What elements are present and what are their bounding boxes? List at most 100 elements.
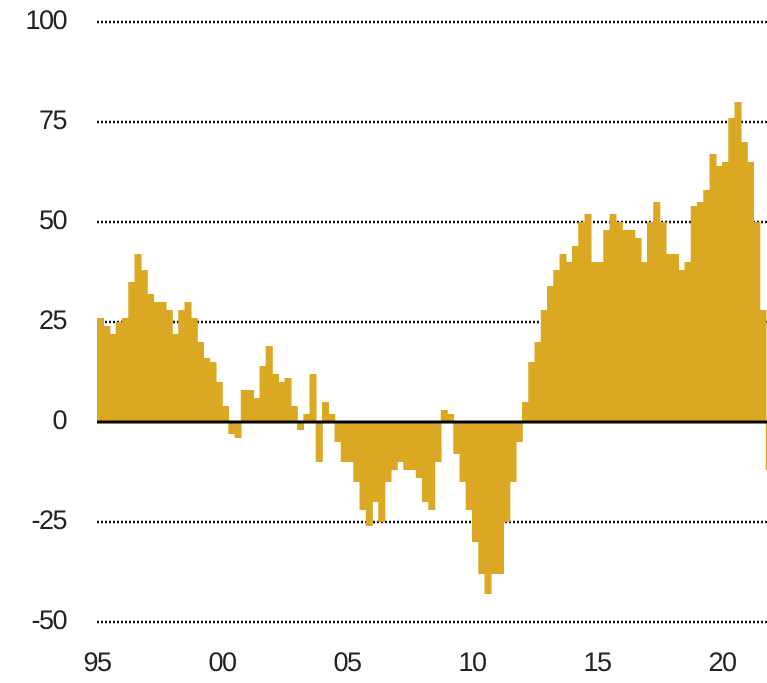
bar bbox=[715, 166, 723, 422]
bar bbox=[415, 422, 423, 478]
bar bbox=[190, 318, 198, 422]
bar bbox=[722, 162, 730, 422]
bar bbox=[109, 334, 117, 422]
bar bbox=[665, 254, 673, 422]
x-tick-label: 05 bbox=[333, 647, 361, 677]
x-tick-label: 95 bbox=[83, 647, 111, 677]
bar bbox=[515, 422, 523, 442]
bar bbox=[603, 230, 611, 422]
bar bbox=[678, 270, 686, 422]
y-tick-label: 75 bbox=[39, 105, 67, 135]
bar bbox=[559, 254, 567, 422]
bar bbox=[597, 262, 605, 422]
bar bbox=[265, 346, 273, 422]
bar bbox=[734, 102, 742, 422]
bar bbox=[434, 422, 442, 462]
bar bbox=[315, 422, 323, 462]
bar bbox=[653, 202, 661, 422]
bar bbox=[228, 422, 236, 434]
y-tick-label: -25 bbox=[31, 505, 66, 535]
bar bbox=[490, 422, 498, 574]
bar bbox=[259, 366, 267, 422]
bar bbox=[122, 318, 130, 422]
bar bbox=[740, 142, 748, 422]
bar bbox=[690, 206, 698, 422]
bar bbox=[765, 422, 767, 470]
bar bbox=[522, 402, 530, 422]
bar bbox=[303, 414, 311, 422]
bar bbox=[328, 414, 336, 422]
bar bbox=[178, 310, 186, 422]
y-tick-label: 25 bbox=[39, 305, 67, 335]
bar bbox=[478, 422, 486, 574]
bar bbox=[140, 270, 148, 422]
bar bbox=[97, 318, 105, 422]
bar bbox=[747, 162, 755, 422]
bar bbox=[372, 422, 380, 502]
bar bbox=[578, 222, 586, 422]
bar bbox=[647, 222, 655, 422]
bar bbox=[465, 422, 473, 510]
bar bbox=[278, 382, 286, 422]
bar bbox=[172, 334, 180, 422]
bar bbox=[659, 222, 667, 422]
bar bbox=[709, 154, 717, 422]
x-tick-label: 15 bbox=[583, 647, 611, 677]
bar bbox=[528, 362, 536, 422]
bar bbox=[609, 214, 617, 422]
bar bbox=[703, 190, 711, 422]
bar bbox=[503, 422, 511, 522]
bar bbox=[553, 270, 561, 422]
bar bbox=[484, 422, 492, 594]
bar bbox=[359, 422, 367, 510]
bar bbox=[453, 422, 461, 454]
bar bbox=[409, 422, 417, 470]
bar bbox=[759, 310, 767, 422]
bar bbox=[147, 294, 155, 422]
bar bbox=[684, 262, 692, 422]
bar bbox=[365, 422, 373, 526]
y-tick-label: 100 bbox=[25, 5, 66, 35]
bar bbox=[334, 422, 342, 442]
bar bbox=[247, 390, 255, 422]
bar bbox=[197, 342, 205, 422]
bar bbox=[184, 302, 192, 422]
bar bbox=[309, 374, 317, 422]
x-tick-label: 00 bbox=[208, 647, 236, 677]
y-tick-label: 50 bbox=[39, 205, 67, 235]
bar bbox=[159, 302, 167, 422]
bar bbox=[272, 374, 280, 422]
bar bbox=[340, 422, 348, 462]
bar bbox=[459, 422, 467, 482]
bar bbox=[422, 422, 430, 502]
bar bbox=[472, 422, 480, 542]
bar bbox=[534, 342, 542, 422]
bar bbox=[390, 422, 398, 470]
bar bbox=[397, 422, 405, 462]
bar bbox=[753, 222, 761, 422]
bar bbox=[240, 390, 248, 422]
bar bbox=[290, 406, 298, 422]
bar bbox=[540, 310, 548, 422]
y-tick-label: 0 bbox=[52, 405, 66, 435]
bar bbox=[572, 246, 580, 422]
x-tick-label: 10 bbox=[458, 647, 486, 677]
bar bbox=[209, 362, 217, 422]
bar bbox=[134, 254, 142, 422]
bar bbox=[590, 262, 598, 422]
bar bbox=[284, 378, 292, 422]
bar bbox=[322, 402, 330, 422]
bar bbox=[428, 422, 436, 510]
bar bbox=[378, 422, 386, 522]
bar bbox=[215, 382, 223, 422]
bar bbox=[509, 422, 517, 482]
bar bbox=[165, 310, 173, 422]
x-tick-label: 20 bbox=[708, 647, 736, 677]
bar bbox=[728, 118, 736, 422]
bar bbox=[440, 410, 448, 422]
bar bbox=[115, 322, 123, 422]
bar bbox=[634, 238, 642, 422]
bar bbox=[697, 202, 705, 422]
bar bbox=[547, 286, 555, 422]
